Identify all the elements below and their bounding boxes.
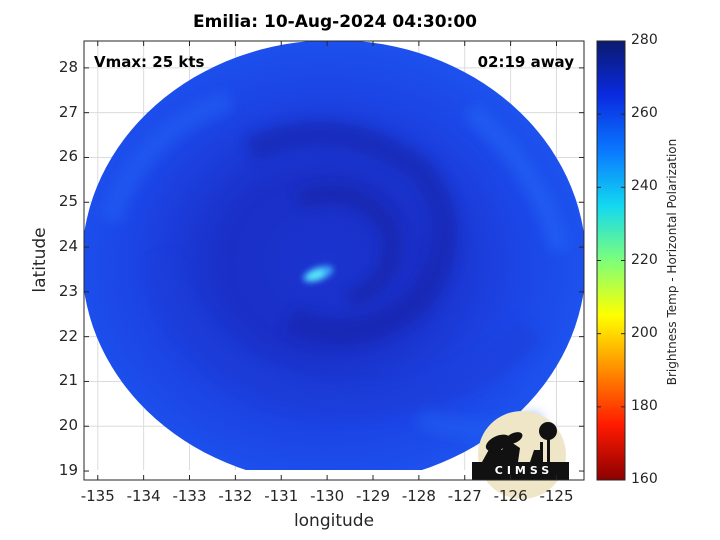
colorbar-tick-label: 220 [631, 251, 658, 268]
logo-text: CIMSS [494, 464, 554, 477]
x-tick-label: -134 [126, 487, 161, 505]
y-tick-label: 19 [58, 461, 78, 480]
x-tick-label: -132 [218, 487, 253, 505]
colorbar-tick-label: 240 [631, 178, 658, 195]
x-tick-label: -126 [493, 487, 528, 505]
colorbar-label: Brightness Temp - Horizontal Polarizatio… [665, 138, 679, 386]
x-tick-label: -127 [447, 487, 482, 505]
plot-title: Emilia: 10-Aug-2024 04:30:00 [193, 12, 477, 32]
x-tick-label: -133 [172, 487, 207, 505]
y-tick-label: 26 [58, 147, 78, 166]
colorbar-tick-label: 160 [631, 471, 658, 487]
cimss-logo [472, 411, 569, 499]
x-tick-label: -129 [355, 487, 391, 505]
y-tick-label: 20 [58, 416, 78, 435]
y-tick-label: 27 [58, 102, 78, 121]
colorbar-tick-label: 260 [631, 105, 658, 122]
y-tick-label: 24 [58, 237, 78, 256]
y-tick-label: 28 [58, 57, 78, 76]
colorbar-tick-label: 280 [631, 32, 658, 48]
colorbar-tick-label: 180 [631, 397, 658, 414]
colorbar-tick-label: 200 [631, 324, 658, 341]
satellite-swath [84, 41, 584, 480]
vmax-annotation: Vmax: 25 kts [94, 53, 205, 71]
y-tick-label: 23 [58, 281, 78, 300]
x-tick-label: -125 [539, 487, 574, 505]
x-tick-label: -130 [310, 487, 345, 505]
x-tick-label: -135 [80, 487, 115, 505]
time-away-annotation: 02:19 away [477, 53, 574, 71]
y-tick-label: 21 [58, 371, 78, 390]
x-axis-label: longitude [293, 511, 375, 531]
x-tick-label: -131 [264, 487, 299, 505]
y-tick-label: 22 [58, 326, 78, 345]
axes-frame [83, 40, 585, 481]
y-tick-label: 25 [58, 192, 78, 211]
y-axis-label: latitude [30, 227, 50, 293]
x-tick-label: -128 [401, 487, 436, 505]
